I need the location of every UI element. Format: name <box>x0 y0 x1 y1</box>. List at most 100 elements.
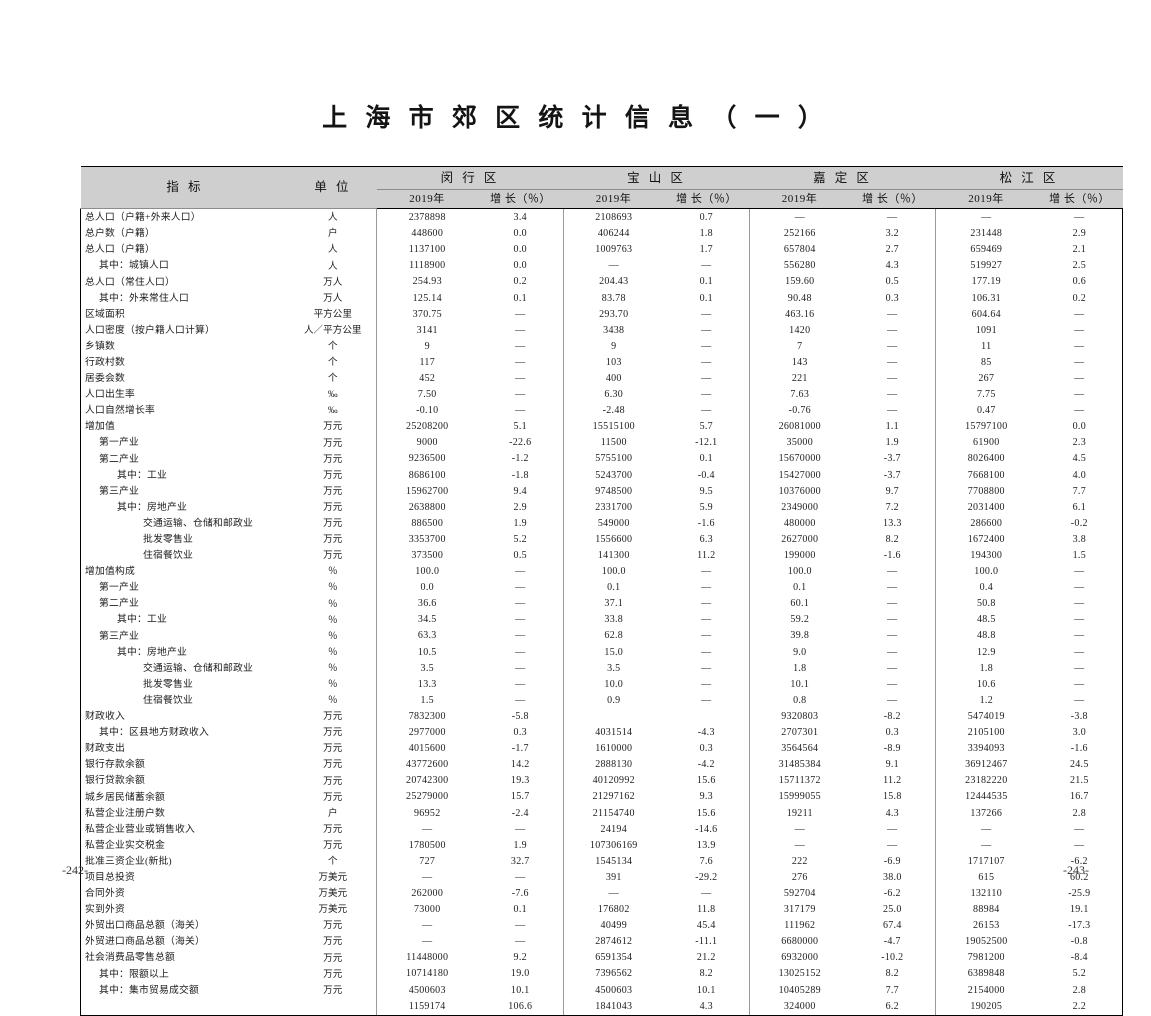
row-indicator: 社会消费品零售总额 <box>80 950 290 967</box>
row-value: 3394093 <box>935 741 1037 758</box>
row-value: — <box>887 694 898 706</box>
row-value: 0.3 <box>513 727 527 739</box>
row-value: 32.7 <box>510 855 530 867</box>
row-value: 106.31 <box>935 290 1037 307</box>
row-value: 1.8 <box>699 228 713 240</box>
row-value: 19.0 <box>510 968 530 980</box>
row-value: — <box>1036 338 1124 355</box>
row-value: — <box>701 308 712 320</box>
row-value: 19.3 <box>510 775 530 787</box>
table-row: 其中：城镇人口 人 1118900 0.0 — — 556280 4.3 519927 2.5 <box>80 258 1124 275</box>
row-value: 3.0 <box>1036 725 1124 742</box>
row-value: — <box>1036 580 1124 597</box>
row-value: 111962 <box>749 918 850 935</box>
row-indicator: 其中：工业 <box>80 467 290 484</box>
row-value: 39.8 <box>749 628 850 645</box>
row-value: 0.3 <box>699 743 713 755</box>
row-value: 21154740 <box>563 805 664 822</box>
row-value: -29.2 <box>695 871 718 883</box>
table-row: 批发零售业％ 13.3—10.0—10.1—10.6— <box>80 676 1124 693</box>
row-value: — <box>1036 644 1124 661</box>
row-indicator: 外贸出口商品总额（海关） <box>80 918 290 935</box>
row-value: -17.3 <box>1036 918 1124 935</box>
row-value: — <box>515 372 526 384</box>
col-header-region-0: 闵 行 区 <box>376 166 564 190</box>
table-row: 银行存款余额 万元 43772600 14.2 2888130 -4.2 31485384 9… <box>80 757 1124 774</box>
row-indicator: 增加值构成 <box>80 564 290 581</box>
row-value: 15670000 <box>749 451 850 468</box>
row-value: 6389848 <box>935 966 1037 983</box>
row-value: 0.3 <box>885 292 899 304</box>
row-value: 25.0 <box>882 904 902 916</box>
row-value: 0.6 <box>1036 274 1124 291</box>
row-value: 24.5 <box>1036 757 1124 774</box>
row-unit: 万元 <box>323 711 343 723</box>
row-value: 2349000 <box>749 499 850 516</box>
row-value: 10.6 <box>935 676 1037 693</box>
row-value: — <box>701 887 712 899</box>
row-value: 2888130 <box>563 757 664 774</box>
row-unit: ‰ <box>327 389 338 401</box>
row-value: — <box>563 258 664 275</box>
table-row: 第一产业％ 0.0—0.1—0.1—0.4— <box>80 580 1124 597</box>
row-value: -3.8 <box>1036 708 1124 725</box>
row-value: -4.2 <box>697 759 715 771</box>
row-value: 8686100 <box>376 467 478 484</box>
row-value: 7 <box>749 338 850 355</box>
table-row: 第三产业％ 63.3—62.8—39.8—48.8— <box>80 628 1124 645</box>
row-value: 2105100 <box>935 725 1037 742</box>
row-value: 15.0 <box>563 644 664 661</box>
row-value: — <box>515 630 526 642</box>
row-unit: ％ <box>327 598 338 610</box>
row-value: 1420 <box>749 322 850 339</box>
row-value: 5.1 <box>513 421 527 433</box>
row-value: 1.9 <box>513 517 527 529</box>
table-row: 交通运输、仓储和邮政业 万元 886500 1.9 549000 -1.6 480000 13… <box>80 515 1124 532</box>
row-value: 0.1 <box>699 276 713 288</box>
row-value: — <box>1036 370 1124 388</box>
row-value: 222 <box>749 853 850 870</box>
row-value: — <box>515 582 526 594</box>
statistics-table-wrapper: 指 标 单 位 闵 行 区 宝 山 区 嘉 定 区 松 江 区 2019年 增 … <box>80 166 1124 1016</box>
row-value: — <box>935 208 1037 227</box>
row-value: — <box>1036 403 1124 420</box>
row-value: -14.6 <box>695 823 718 835</box>
row-value: 0.0 <box>1036 419 1124 436</box>
row-unit: ％ <box>327 630 338 642</box>
table-row: 总人口（常住人口） 万人 254.93 0.2 204.43 0.1 159.60 0.5 17… <box>80 274 1124 291</box>
table-row: 其中：外来常住人口 万人 125.14 0.1 83.78 0.1 90.48 0.3 106.… <box>80 290 1124 307</box>
row-value: -12.1 <box>695 437 718 449</box>
table-row: 其中：限额以上 万元 10714180 19.0 7396562 8.2 13025152 8… <box>80 966 1124 983</box>
row-value: 2.5 <box>1036 258 1124 275</box>
row-value: -0.76 <box>749 403 850 420</box>
row-value: — <box>1036 676 1124 693</box>
row-value: -0.4 <box>697 469 715 481</box>
row-value: 9 <box>376 338 478 355</box>
row-value: 15427000 <box>749 467 850 484</box>
row-value: -2.48 <box>563 403 664 420</box>
row-indicator: 财政支出 <box>80 741 290 758</box>
row-value: 7.7 <box>885 984 899 996</box>
row-value: 35000 <box>749 435 850 452</box>
row-value: 141300 <box>563 547 664 565</box>
row-value: 60.2 <box>1036 869 1124 886</box>
row-value: 15.7 <box>510 791 530 803</box>
row-value: — <box>515 678 526 690</box>
row-value: 7.6 <box>699 855 713 867</box>
row-indicator: 增加值 <box>80 419 290 436</box>
row-value: 100.0 <box>749 564 850 581</box>
row-value: 85 <box>935 354 1037 371</box>
row-value: 63.3 <box>376 628 478 645</box>
row-value: 34.5 <box>376 612 478 629</box>
row-value: 1159174 <box>376 998 478 1016</box>
row-unit: 人／平方公里 <box>303 324 362 336</box>
table-row: 私营企业实交税金 万元 1780500 1.9 107306169 13.9— — — — <box>80 837 1124 854</box>
row-value: — <box>887 212 898 224</box>
row-value: 21297162 <box>563 789 664 806</box>
row-value: 33.8 <box>563 612 664 629</box>
col-header-growth-3: 增 长（％） <box>1036 189 1123 209</box>
row-value: 3353700 <box>376 531 478 548</box>
row-indicator: 其中：限额以上 <box>80 966 290 983</box>
table-row: 财政收入 万元 7832300 -5.8 9320803 -8.2 5474019 -3.8 <box>80 708 1124 725</box>
row-value: 7396562 <box>563 966 664 983</box>
